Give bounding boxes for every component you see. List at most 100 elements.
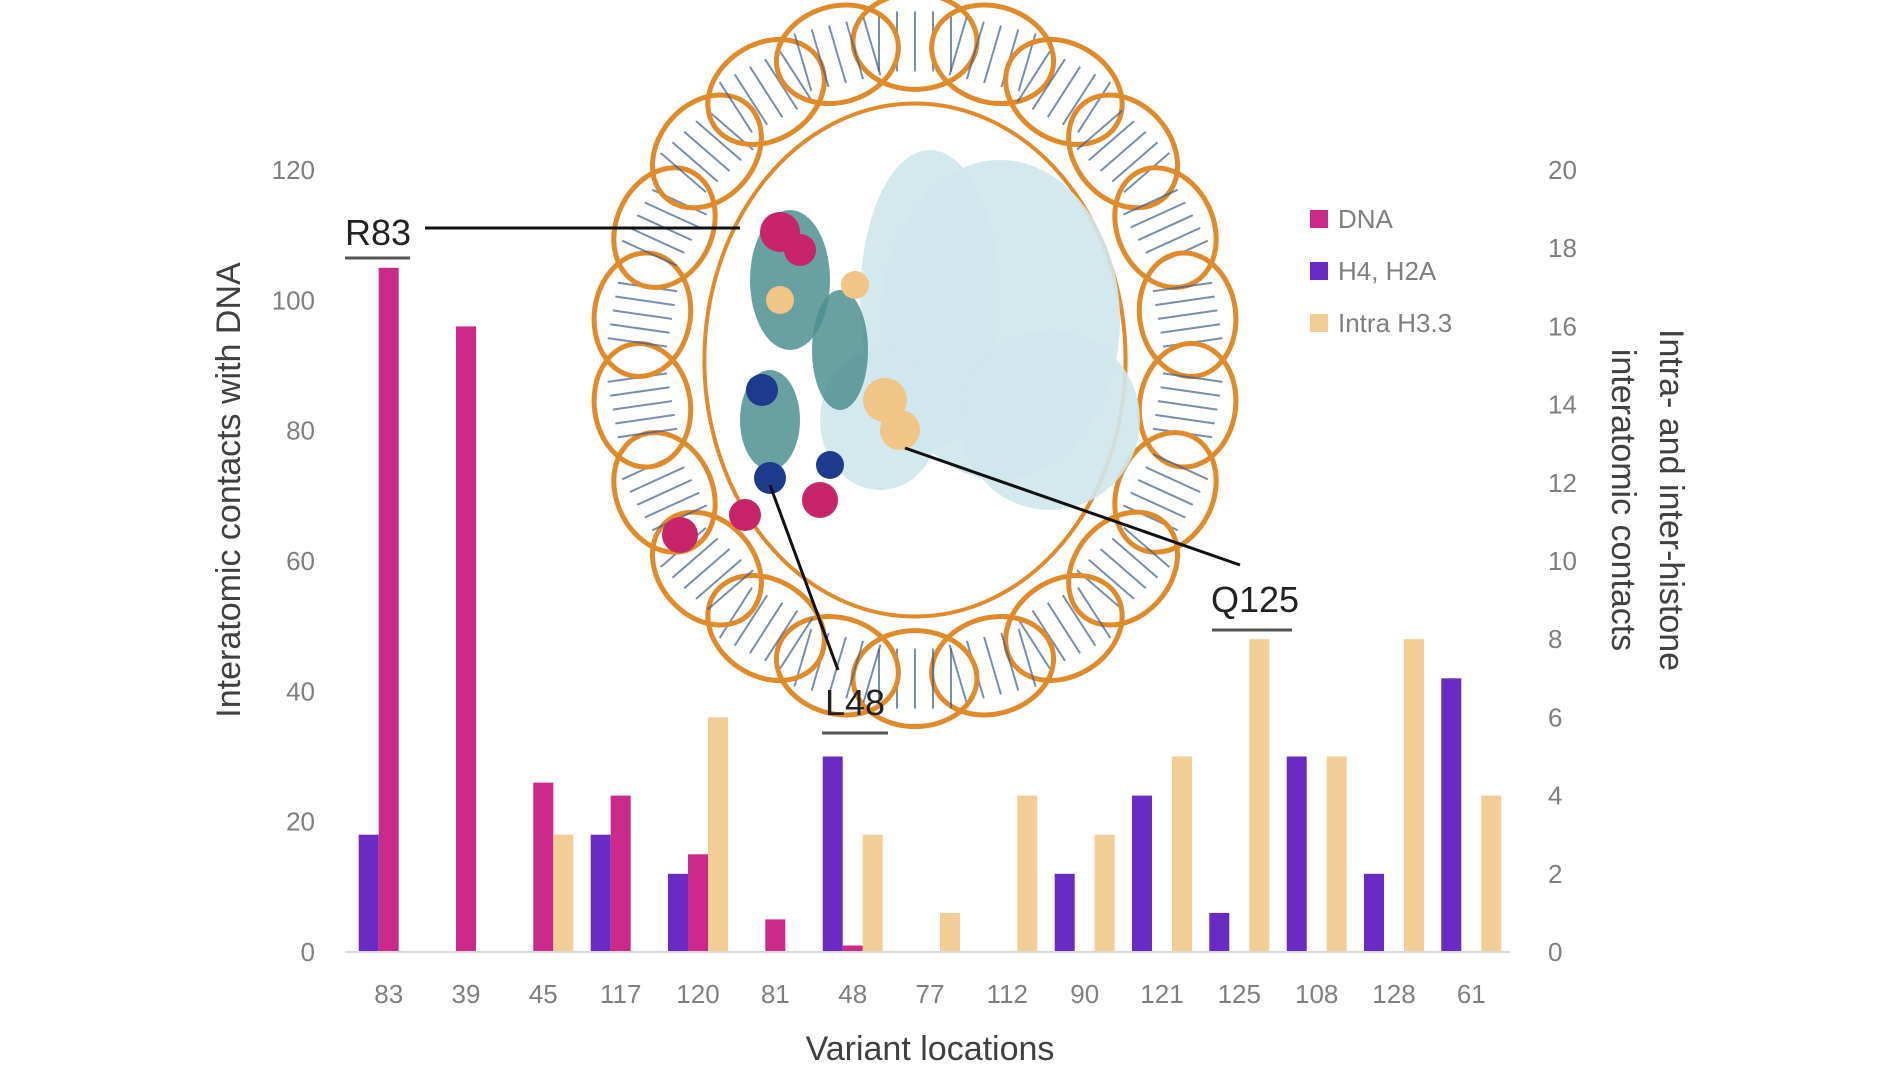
dna-base-pair — [965, 21, 985, 80]
bar-intra-h3-3-125 — [1249, 639, 1270, 952]
residue-sphere — [754, 462, 786, 494]
dna-base-pair — [1152, 453, 1209, 481]
dna-base-pair — [621, 239, 678, 267]
dna-base-pair — [1099, 548, 1147, 590]
dna-base-pair — [1088, 120, 1135, 162]
dna-base-pair — [1123, 152, 1171, 193]
dna-base-pair — [1077, 587, 1112, 639]
right-tick-label: 4 — [1548, 781, 1562, 811]
dna-base-pair — [828, 25, 847, 84]
dna-base-pair — [1016, 617, 1051, 669]
dna-base-pair — [612, 400, 673, 411]
dna-loop — [705, 573, 827, 683]
legend-swatch — [1310, 210, 1328, 228]
dna-base-pair — [1130, 201, 1186, 229]
dna-base-pair — [609, 323, 670, 334]
dna-base-pair — [1031, 58, 1066, 111]
dna-base-pair — [1145, 466, 1201, 494]
residue-sphere — [784, 234, 816, 266]
right-tick-label: 16 — [1548, 311, 1577, 341]
bar-intra-h3-3-120 — [708, 717, 728, 952]
dna-base-pair — [948, 17, 968, 76]
dna-base-pair — [779, 617, 814, 669]
dna-base-pair — [1160, 386, 1221, 397]
bar-dna-45 — [533, 782, 554, 952]
dna-base-pair — [793, 33, 813, 92]
x-tick-label: 39 — [452, 979, 481, 1009]
residue-sphere — [766, 286, 794, 314]
dna-base-pair — [1157, 400, 1218, 411]
x-tick-label: 125 — [1218, 979, 1261, 1009]
residue-sphere — [816, 451, 844, 479]
dna-loop — [773, 2, 901, 107]
dna-loop — [1066, 92, 1181, 211]
dna-base-pair — [1046, 66, 1081, 118]
bar-h4-h2a-61 — [1441, 678, 1462, 952]
left-tick-label: 60 — [286, 546, 315, 576]
residue-sphere — [802, 482, 838, 518]
dna-base-pair — [810, 29, 830, 88]
right-tick-label: 12 — [1548, 468, 1577, 498]
bar-h4-h2a-125 — [1209, 912, 1230, 952]
bar-h4-h2a-120 — [668, 873, 688, 952]
x-tick-label: 48 — [838, 979, 867, 1009]
x-tick-label: 77 — [916, 979, 945, 1009]
legend-label: H4, H2A — [1338, 256, 1437, 286]
legend-swatch — [1310, 314, 1328, 332]
dna-base-pair — [1061, 594, 1097, 647]
dna-base-pair — [1077, 81, 1112, 133]
legend-label: DNA — [1338, 204, 1394, 234]
x-axis-ticks: 83 39 45 117 120 81 48 77 112 90 121 125 108 128 61 — [374, 979, 1486, 1009]
x-axis-title: Variant locations — [806, 1030, 1055, 1068]
dna-loop — [591, 341, 694, 470]
dna-loop — [773, 613, 901, 718]
right-axis-ticks: 0 2 4 6 8 10 12 14 16 18 20 — [1548, 155, 1577, 967]
dna-base-pair — [1145, 226, 1201, 254]
dna-base-pair — [1061, 73, 1097, 126]
callout-label-q125: Q125 — [1211, 579, 1299, 620]
dna-base-pair — [1000, 632, 1020, 691]
dna-loop — [929, 2, 1057, 107]
bar-dna-39 — [456, 326, 476, 952]
dna-loop — [1066, 509, 1181, 628]
dna-base-pair — [1088, 558, 1135, 600]
dna-base-pair — [695, 558, 742, 600]
dna-base-pair — [629, 466, 685, 494]
bar-intra-h3-3-77 — [940, 912, 960, 952]
dna-base-pair — [615, 413, 675, 425]
dna-base-pair — [764, 609, 799, 662]
left-tick-label: 40 — [286, 676, 315, 706]
dna-base-pair — [615, 295, 675, 307]
dna-base-pair — [612, 309, 673, 320]
right-tick-label: 18 — [1548, 233, 1577, 263]
legend-swatch — [1310, 262, 1328, 280]
dna-base-pair — [733, 594, 769, 647]
dna-loop — [1003, 573, 1125, 683]
dna-base-pair — [629, 226, 685, 254]
residue-sphere — [746, 374, 778, 406]
dna-base-pair — [1152, 281, 1213, 293]
histone-h33-helix — [812, 290, 868, 410]
left-tick-label: 80 — [286, 416, 315, 446]
dna-base-pair — [1046, 602, 1081, 654]
residue-sphere — [662, 517, 698, 553]
bar-h4-h2a-121 — [1132, 795, 1152, 952]
right-tick-label: 20 — [1548, 155, 1577, 185]
right-tick-label: 8 — [1548, 624, 1562, 654]
dna-base-pair — [1017, 628, 1037, 687]
dna-base-pair — [1076, 109, 1123, 151]
bar-layer — [358, 267, 1502, 953]
dna-base-pair — [718, 81, 753, 133]
right-tick-label: 14 — [1548, 390, 1577, 420]
dna-loop — [649, 509, 764, 628]
bar-h4-h2a-48 — [822, 756, 843, 952]
x-tick-label: 117 — [600, 979, 641, 1009]
dna-base-pair — [1157, 309, 1218, 320]
callout-layer: R83 L48 Q125 — [345, 212, 1299, 735]
dna-base-pair — [948, 644, 968, 703]
dna-base-pair — [671, 141, 719, 183]
dna-base-pair — [1155, 295, 1215, 307]
dna-base-pair — [1099, 130, 1147, 172]
dna-loop — [1112, 165, 1219, 290]
